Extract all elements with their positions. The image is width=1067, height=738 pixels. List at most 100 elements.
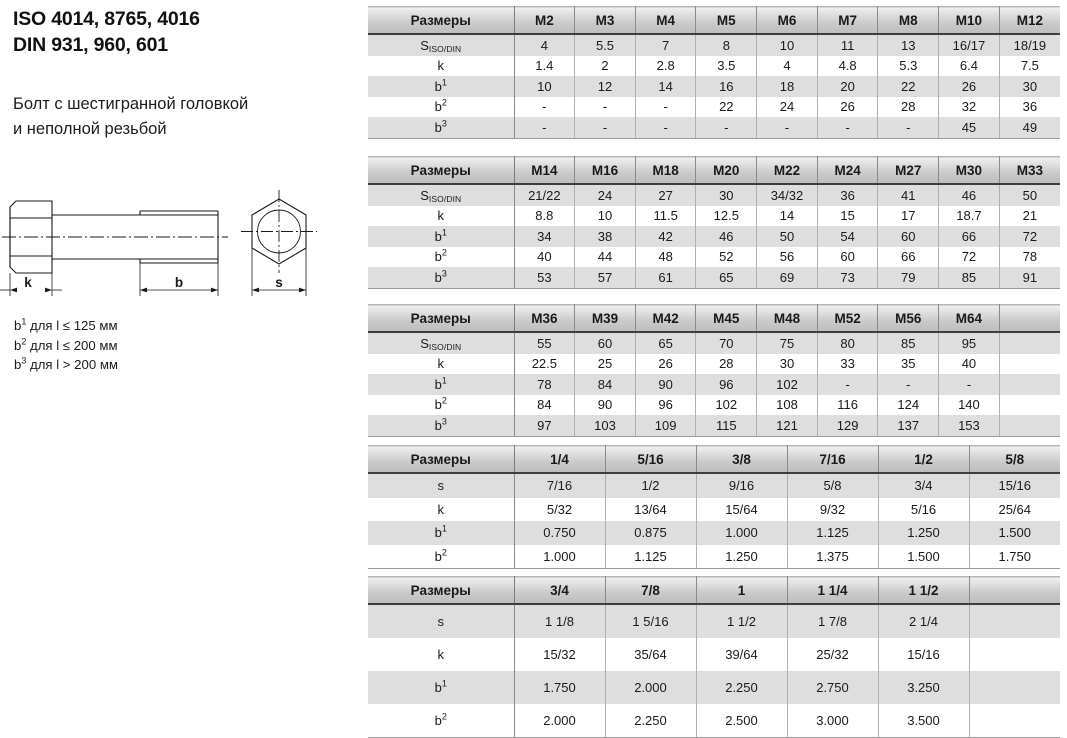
row-label: k (368, 353, 515, 374)
data-cell: 78 (999, 246, 1060, 267)
column-header-size: M6 (756, 6, 818, 35)
table-row: s 7/16 1/2 9/16 5/8 3/4 15/16 (368, 473, 1060, 498)
footnote-superscript: 1 (21, 316, 27, 327)
row-label: b1 (368, 76, 515, 97)
data-cell: 5/32 (514, 497, 606, 521)
data-cell: 7/16 (514, 473, 606, 498)
data-cell: 70 (695, 332, 758, 354)
data-cell: 103 (574, 415, 636, 437)
data-cell: 3.500 (878, 704, 970, 738)
dimension-label-s: s (275, 275, 283, 290)
table-row: b1 1.750 2.000 2.250 2.750 3.250 (368, 671, 1060, 704)
data-cell: 41 (877, 184, 940, 206)
column-header-label: Размеры (368, 445, 515, 474)
row-label: b2 (368, 96, 515, 117)
row-label: b2 (368, 394, 515, 415)
data-cell: 2.000 (514, 704, 606, 738)
row-label-superscript: 3 (441, 416, 447, 427)
data-cell: 46 (938, 184, 1000, 206)
data-cell: 7.5 (999, 55, 1060, 76)
dimension-table-metric-1: Размеры M2 M3 M4 M5 M6 M7 M8 M10 M12 SISO/DIN 4 5.5 7… (368, 6, 1060, 139)
column-header-size: M42 (635, 304, 697, 333)
data-cell: 15/16 (969, 473, 1060, 498)
footnote-symbol: b (14, 318, 22, 333)
table-row: b3 53 57 61 65 69 73 79 85 91 (368, 267, 1060, 289)
data-cell: 36 (817, 184, 879, 206)
data-cell-empty (999, 332, 1060, 354)
data-cell: 8.8 (514, 205, 576, 226)
data-cell: 60 (877, 226, 940, 247)
data-cell: 66 (877, 246, 940, 267)
data-cell: 95 (938, 332, 1000, 354)
data-cell-empty (969, 638, 1060, 671)
table-row: b1 10 12 14 16 18 20 22 26 30 (368, 76, 1060, 97)
column-header-size: 5/16 (605, 445, 697, 474)
data-cell: 2.250 (605, 704, 697, 738)
data-cell: - (817, 117, 879, 139)
column-header-label: Размеры (368, 156, 515, 185)
column-header-size: M5 (695, 6, 758, 35)
column-header-size: M33 (999, 156, 1060, 185)
data-cell: 14 (635, 76, 697, 97)
data-cell: 5/16 (878, 497, 970, 521)
column-header-size: 7/16 (787, 445, 879, 474)
data-cell: 22 (877, 76, 940, 97)
column-header-size: M24 (817, 156, 879, 185)
data-cell-empty (999, 353, 1060, 374)
data-cell: 96 (635, 394, 697, 415)
data-cell: 4 (514, 34, 576, 56)
table-header-row: Размеры 3/4 7/8 1 1 1/4 1 1/2 (368, 576, 1060, 605)
data-cell: 137 (877, 415, 940, 437)
row-label-subscript: ISO/DIN (428, 341, 462, 352)
footnote-symbol: b (14, 337, 22, 353)
data-cell: 85 (938, 267, 1000, 289)
data-cell: 49 (999, 117, 1060, 139)
document-subtitle: Болт с шестигранной головкой и неполной … (13, 92, 358, 142)
data-cell: 42 (635, 226, 697, 247)
data-cell: 16 (695, 76, 758, 97)
data-cell: 28 (877, 96, 940, 117)
data-cell: 48 (635, 246, 697, 267)
data-cell: 26 (817, 96, 879, 117)
table-row: b2 84 90 96 102 108 116 124 140 (368, 394, 1060, 415)
data-cell: 13/64 (605, 497, 697, 521)
column-header-size: M22 (756, 156, 818, 185)
table-row: k 5/32 13/64 15/64 9/32 5/16 25/64 (368, 497, 1060, 521)
data-cell: 124 (877, 394, 940, 415)
data-cell: 1.125 (605, 544, 697, 569)
data-cell: 4 (756, 55, 818, 76)
data-cell: 2.8 (635, 55, 697, 76)
row-label: b1 (368, 374, 515, 395)
data-cell: 1.500 (878, 544, 970, 569)
data-cell: 129 (817, 415, 879, 437)
data-cell: 90 (574, 394, 636, 415)
column-header-size: M64 (938, 304, 1000, 333)
hex-head-bolt-diagram: k b s (0, 190, 317, 296)
data-cell: - (574, 117, 636, 139)
data-cell: 153 (938, 415, 1000, 437)
data-cell: 1.250 (878, 521, 970, 545)
data-cell: 80 (817, 332, 879, 354)
data-cell: 1.500 (969, 521, 1060, 545)
data-cell: - (817, 374, 879, 395)
data-cell: - (938, 374, 1000, 395)
data-cell: 65 (695, 267, 758, 289)
row-label: b2 (368, 544, 515, 569)
data-cell: 24 (574, 184, 636, 206)
dimension-table-metric-3: Размеры M36 M39 M42 M45 M48 M52 M56 M64 SISO/DIN 5… (368, 304, 1060, 437)
column-header-size: M14 (514, 156, 576, 185)
data-cell: - (695, 117, 758, 139)
data-cell: 5.3 (877, 55, 940, 76)
data-cell: 91 (999, 267, 1060, 289)
data-cell: 27 (635, 184, 697, 206)
data-cell: 36 (999, 96, 1060, 117)
data-cell: 18/19 (999, 34, 1060, 56)
data-cell: 10 (756, 34, 818, 56)
row-label-superscript: 2 (441, 247, 447, 258)
footnote-b1: b1 для l ≤ 125 мм (14, 316, 118, 336)
data-cell: 1/2 (605, 473, 697, 498)
row-label: b1 (368, 226, 515, 247)
data-cell: 40 (938, 353, 1000, 374)
bolt-drawing: k b s (0, 182, 330, 300)
table-row: SISO/DIN 21/22 24 27 30 34/32 36 41 46 50 (368, 184, 1060, 206)
